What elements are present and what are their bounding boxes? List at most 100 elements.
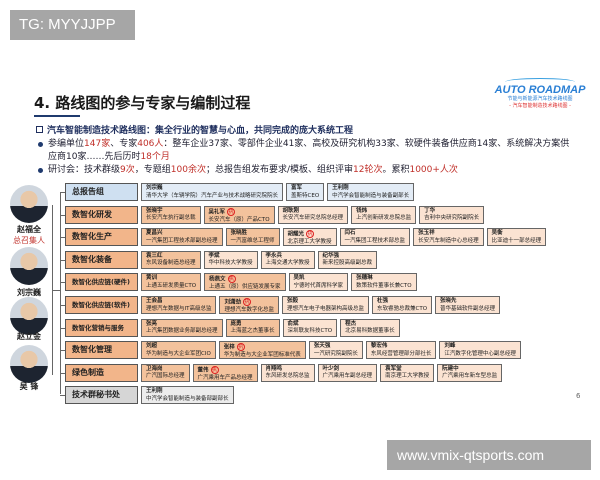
expert-name: 张天强 [313,343,331,350]
expert-card: 张天强 一汽研究院副院长 [308,341,363,360]
expert-card: 刘潇劲执理想汽车数字化总监 [219,296,279,314]
expert-title: 东软睿驰总裁兼CTO [377,305,428,312]
expert-title: 理想汽车数字化总监 [224,307,274,313]
watermark-top-left: TG: MYYJJPP [10,10,135,40]
group-row: 数智化研发 张晓宇 长安汽车执行副总裁 吴礼军执长安汽车（原）产品CTO 胡耿刚 长安汽车… [65,205,485,224]
tree-branch-line [60,214,65,216]
avatar-leader-2 [10,247,48,285]
exec-mark-icon: 执 [236,343,245,352]
expert-title: 吉利中央研究院副院长 [424,215,480,222]
exec-mark-icon: 执 [227,207,236,216]
bullet-seminars: 研讨会：技术群级9次，专题组100余次；总报告组发布要求/模板、组织评审12轮次… [36,164,458,177]
group-label: 数智化生产 [65,228,138,247]
group-row: 数智化生产 夏昌兴 一汽集团工程技术部副总经理 张晓胜 一汽富维总工程师 胡耀光执北京理工… [65,228,547,247]
expert-card: 刘宗巍 清华大学（车辆学院）汽车产业与技术战略研究院院长 [141,183,284,201]
avatar-leader-4 [10,345,48,383]
group-label: 数智化管理 [65,341,138,360]
expert-title: 宁德时代首席科学家 [293,282,344,289]
expert-card: 杨燕文执上通五（原）供应链发展专家 [204,273,286,292]
expert-title: 华为制造与大企业军团标准代表 [223,352,301,359]
tree-branch-line [60,282,65,284]
expert-card: 胡耀光执北京理工大学教授 [282,228,337,247]
t: 、专家 [110,139,138,149]
page-number: 6 [576,392,581,400]
expert-card: 闫石 一汽集团工程技术部总监 [339,228,411,247]
logo-brand: AUTO ROADMAP [494,84,586,96]
expert-card: 张晓宇 长安汽车执行副总裁 [141,205,201,224]
leader-connector [52,290,60,291]
expert-title: 一汽集团工程技术部副总经理 [146,237,218,244]
expert-title: 华中科技大学教授 [208,260,253,267]
expert-title: 广汽乘用车副总经理 [322,373,373,380]
expert-name: 杨燕文 [209,276,226,283]
expert-card: 肖翔鸣 东风研发总院总监 [260,363,315,382]
exec-mark-icon: 执 [227,275,236,284]
expert-card: 王利刚 中汽学会智能制造与装备部副部长 [141,386,234,405]
expert-name: 张晓宇 [146,207,163,214]
expert-card: 阮建中 广汽乘用车新车型总监 [437,363,503,382]
group-label: 数智化装备 [65,250,138,269]
expert-title: 广汽国际总经理 [146,373,185,380]
expert-title: 广汽乘用车新车型总监 [442,373,498,380]
expert-title: 上通五研发质量CTO [146,282,197,289]
leader-name: 赵立金 [17,332,41,341]
expert-name: 张亮 [146,320,158,327]
tree-branch-line [60,395,65,397]
expert-name: 刘峰 [444,343,456,350]
leader-name: 吴 锋 [19,382,39,391]
expert-card: 张穗琳 数策软件董事长兼CTO [351,273,417,292]
expert-title: 北京易科数据董事长 [345,328,395,335]
expert-title: 一汽集团工程技术部总监 [344,237,406,244]
expert-name: 黎宏伟 [370,343,388,350]
expert-name: 卫海岗 [146,365,163,372]
tree-branch-line [60,372,65,374]
t: 9次 [120,165,135,175]
t: 147家 [84,139,111,149]
expert-title: 一汽富维总工程师 [230,237,275,244]
expert-title: 中汽学会智能制造与装备副部长 [332,192,410,199]
expert-name: 钱炜 [356,207,368,214]
expert-name: 吴礼军 [208,209,226,216]
expert-card: 胡耿刚 长安汽车研究总院总经理 [277,205,349,224]
group-label: 技术群秘书处 [65,386,138,405]
expert-title: 东风研发总院总监 [265,373,310,380]
expert-name: 胡耀光 [287,231,305,238]
bullet-heading: 汽车智能制造技术路线图：集全行业的智慧与心血，共同完成的庞大系统工程 [36,125,353,138]
bullet-participants: 参编单位147家、专家406人：整车企业37家、零部件企业41家、高校及研究机构… [36,138,576,164]
expert-card: 张玉祥 长安汽车制造中心总经理 [413,228,484,247]
expert-card: 叶少剑 广汽乘用车副总经理 [317,363,378,382]
tree-branch-line [60,350,65,352]
expert-title: 长安汽车研究总院总经理 [282,215,344,222]
leader-name: 刘宗巍 [17,288,41,297]
expert-title: 东风设备制造总经理 [146,260,196,267]
auto-roadmap-logo: AUTO ROADMAP 节能与新能源汽车技术路线图 - 汽车智能制造技术路线图… [490,78,590,110]
expert-title: 上海交通大学教授 [265,260,310,267]
expert-title: 新来控股高级副总裁 [322,260,373,267]
group-row: 总报告组 刘宗巍 清华大学（车辆学院）汽车产业与技术战略研究院院长 富军 盖斯特CEO 王… [65,183,415,201]
t: 参编单位 [48,139,85,149]
expert-card: 袁三红 东风设备制造总经理 [141,250,201,269]
avatar-leader-1 [10,185,48,223]
expert-title: 数策软件董事长兼CTO [356,282,412,289]
group-row: 绿色制造 卫海岗 广汽国际总经理 董伟执广汽乘用车产品总经理 肖翔鸣 东风研发总院总监 叶少… [65,363,503,382]
group-label: 总报告组 [65,183,138,201]
expert-title: 理想汽车数据与IT高级总监 [146,305,212,312]
expert-card: 纪华强 新来控股高级副总裁 [317,250,378,269]
expert-title: 上汽集团数据业务部副总经理 [146,328,218,335]
group-row: 数智化管理 刘超 华为制造与大企业军团CIO 张梓执华为制造与大企业军团标准代表 张天强… [65,341,521,360]
group-row: 数智化营销与服务 张亮 上汽集团数据业务部副总经理 庞勇 上海蓝之杰董事长 俞斌 深圳联友科… [65,318,400,337]
expert-card: 杜强 东软睿驰总裁兼CTO [372,296,433,314]
expert-title: 长安汽车制造中心总经理 [418,237,479,244]
expert-card: 丁华 吉利中央研究院副院长 [419,205,485,224]
group-row: 数智化装备 袁三红 东风设备制造总经理 李斌 华中科技大学教授 李永兵 上海交通大学教授 纪华… [65,250,378,269]
expert-card: 俞斌 深圳联友科技CTO [282,318,338,337]
expert-card: 黎宏伟 东风经营管理部分部社长 [365,341,437,360]
expert-card: 黄训 上通五研发质量CTO [141,273,202,292]
expert-name: 张晓胜 [230,230,248,237]
expert-title: 北京理工大学教授 [287,239,332,246]
leader-role: 总召集人 [13,236,45,245]
expert-title: 上汽创新研发总院总监 [356,215,412,222]
expert-name: 丁华 [424,207,436,214]
expert-name: 富军 [291,185,303,191]
t: 研讨会：技术群级 [48,165,121,175]
